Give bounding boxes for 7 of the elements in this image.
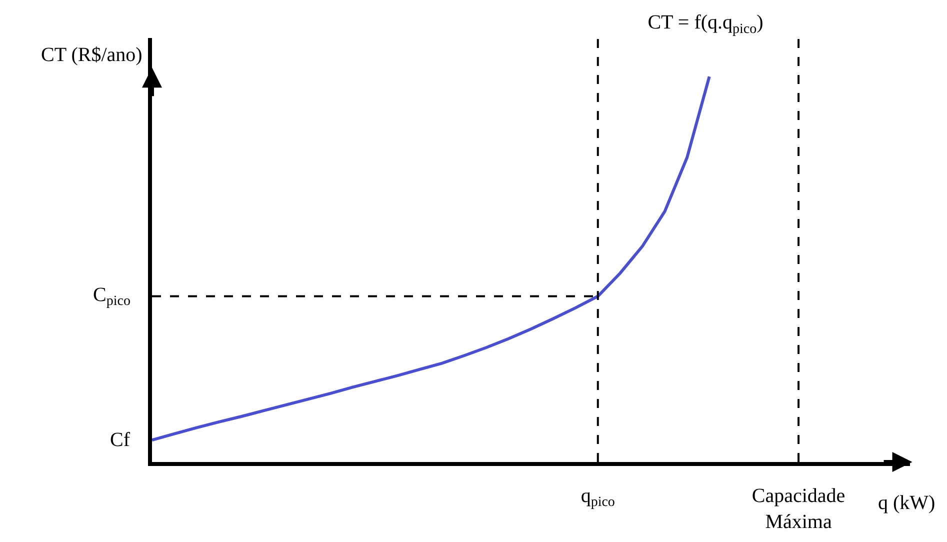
text: Cf [110, 429, 130, 451]
x-axis-title: q (kW) [878, 492, 936, 514]
text: C$_{pico}$ [93, 284, 130, 310]
x-tick-label: q$_{pico}$ [580, 485, 615, 510]
chart-title: CT = f(q.q$_{pico}$) [648, 12, 764, 37]
y-axis-title: CT (R$/ano) [41, 44, 142, 66]
x-tick-label: Capacidade Máxima [752, 485, 846, 533]
